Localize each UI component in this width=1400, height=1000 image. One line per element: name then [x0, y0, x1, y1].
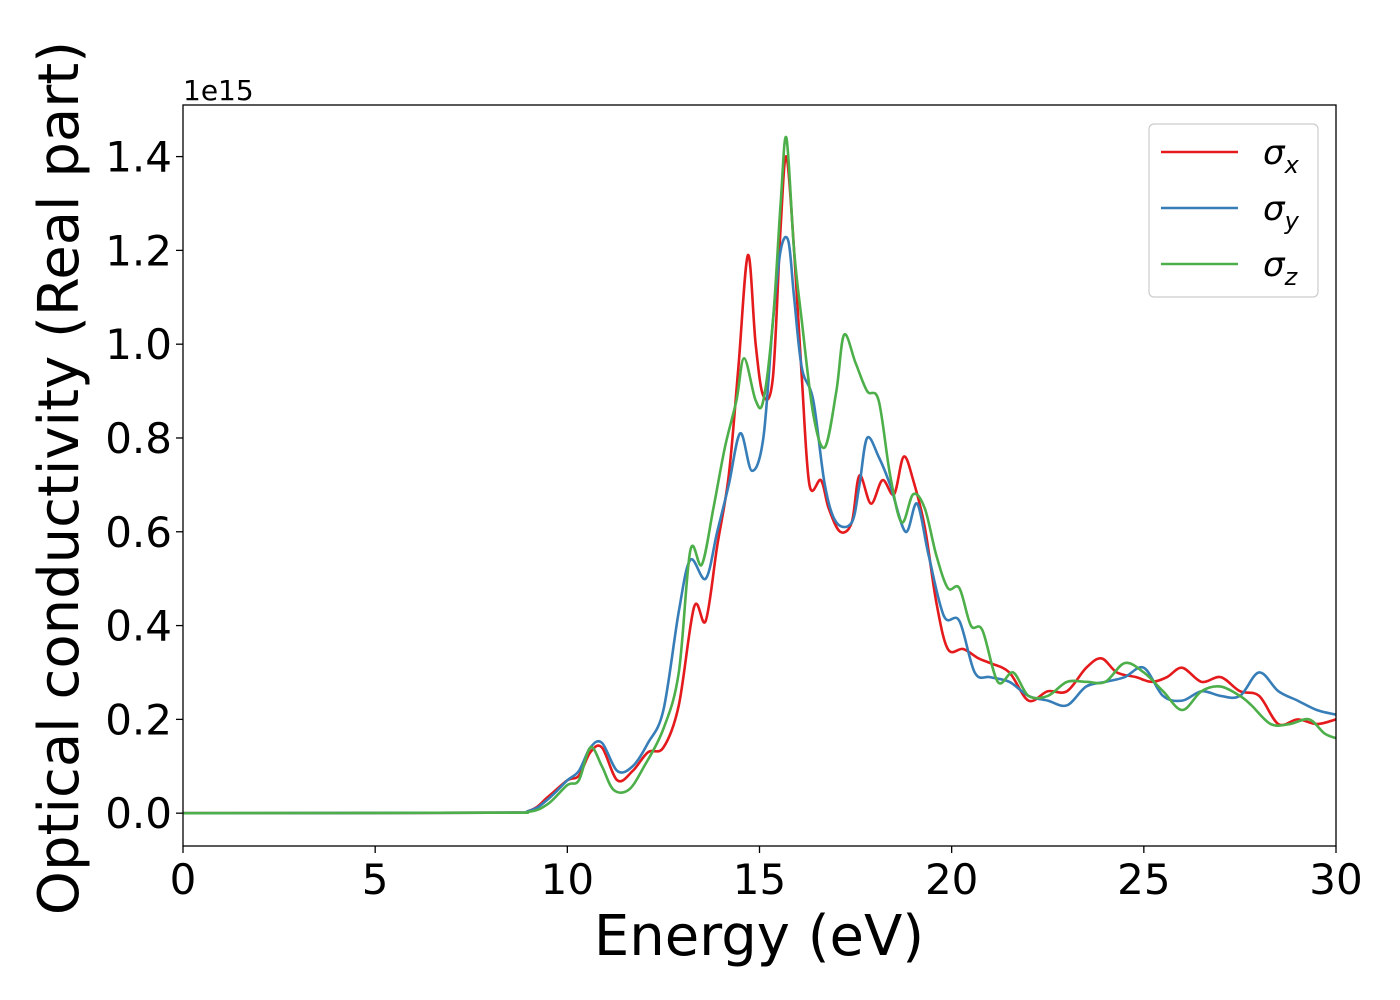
- x-tick-label: 15: [733, 855, 786, 904]
- y-tick-label: 0.4: [105, 602, 172, 651]
- legend-label-y: σy: [1263, 189, 1300, 235]
- series-line-z: [183, 135, 1336, 815]
- series-line-y: [183, 235, 1336, 815]
- plot-lines: [183, 135, 1336, 815]
- y-tick-label: 0.6: [105, 508, 172, 557]
- y-tick-label: 0.0: [105, 789, 172, 838]
- legend: σx σy σz: [1148, 123, 1319, 298]
- y-axis-title: Optical conductivity (Real part): [27, 41, 92, 915]
- x-tick-label: 0: [170, 855, 197, 904]
- x-axis-title: Energy (eV): [594, 904, 924, 969]
- x-tick-label: 10: [541, 855, 594, 904]
- x-tick-label: 30: [1309, 855, 1362, 904]
- y-tick-label: 0.2: [105, 695, 172, 744]
- y-ticks: 0.0 0.2 0.4 0.6 0.8 1.0 1.2 1.4: [105, 133, 183, 838]
- x-tick-label: 20: [925, 855, 978, 904]
- y-tick-label: 1.2: [105, 226, 172, 275]
- y-offset-label: 1e15: [183, 74, 254, 107]
- legend-label-x: σx: [1263, 133, 1300, 179]
- x-tick-label: 25: [1117, 855, 1170, 904]
- y-tick-label: 1.4: [105, 133, 172, 182]
- y-tick-label: 1.0: [105, 320, 172, 369]
- legend-label-z: σz: [1263, 245, 1299, 291]
- legend-box: [1148, 123, 1319, 298]
- y-tick-label: 0.8: [105, 414, 172, 463]
- legend-items: σx σy σz: [1161, 133, 1300, 291]
- x-ticks: 0 5 10 15 20 25 30: [170, 846, 1363, 904]
- x-tick-label: 5: [362, 855, 389, 904]
- series-line-x: [183, 155, 1336, 815]
